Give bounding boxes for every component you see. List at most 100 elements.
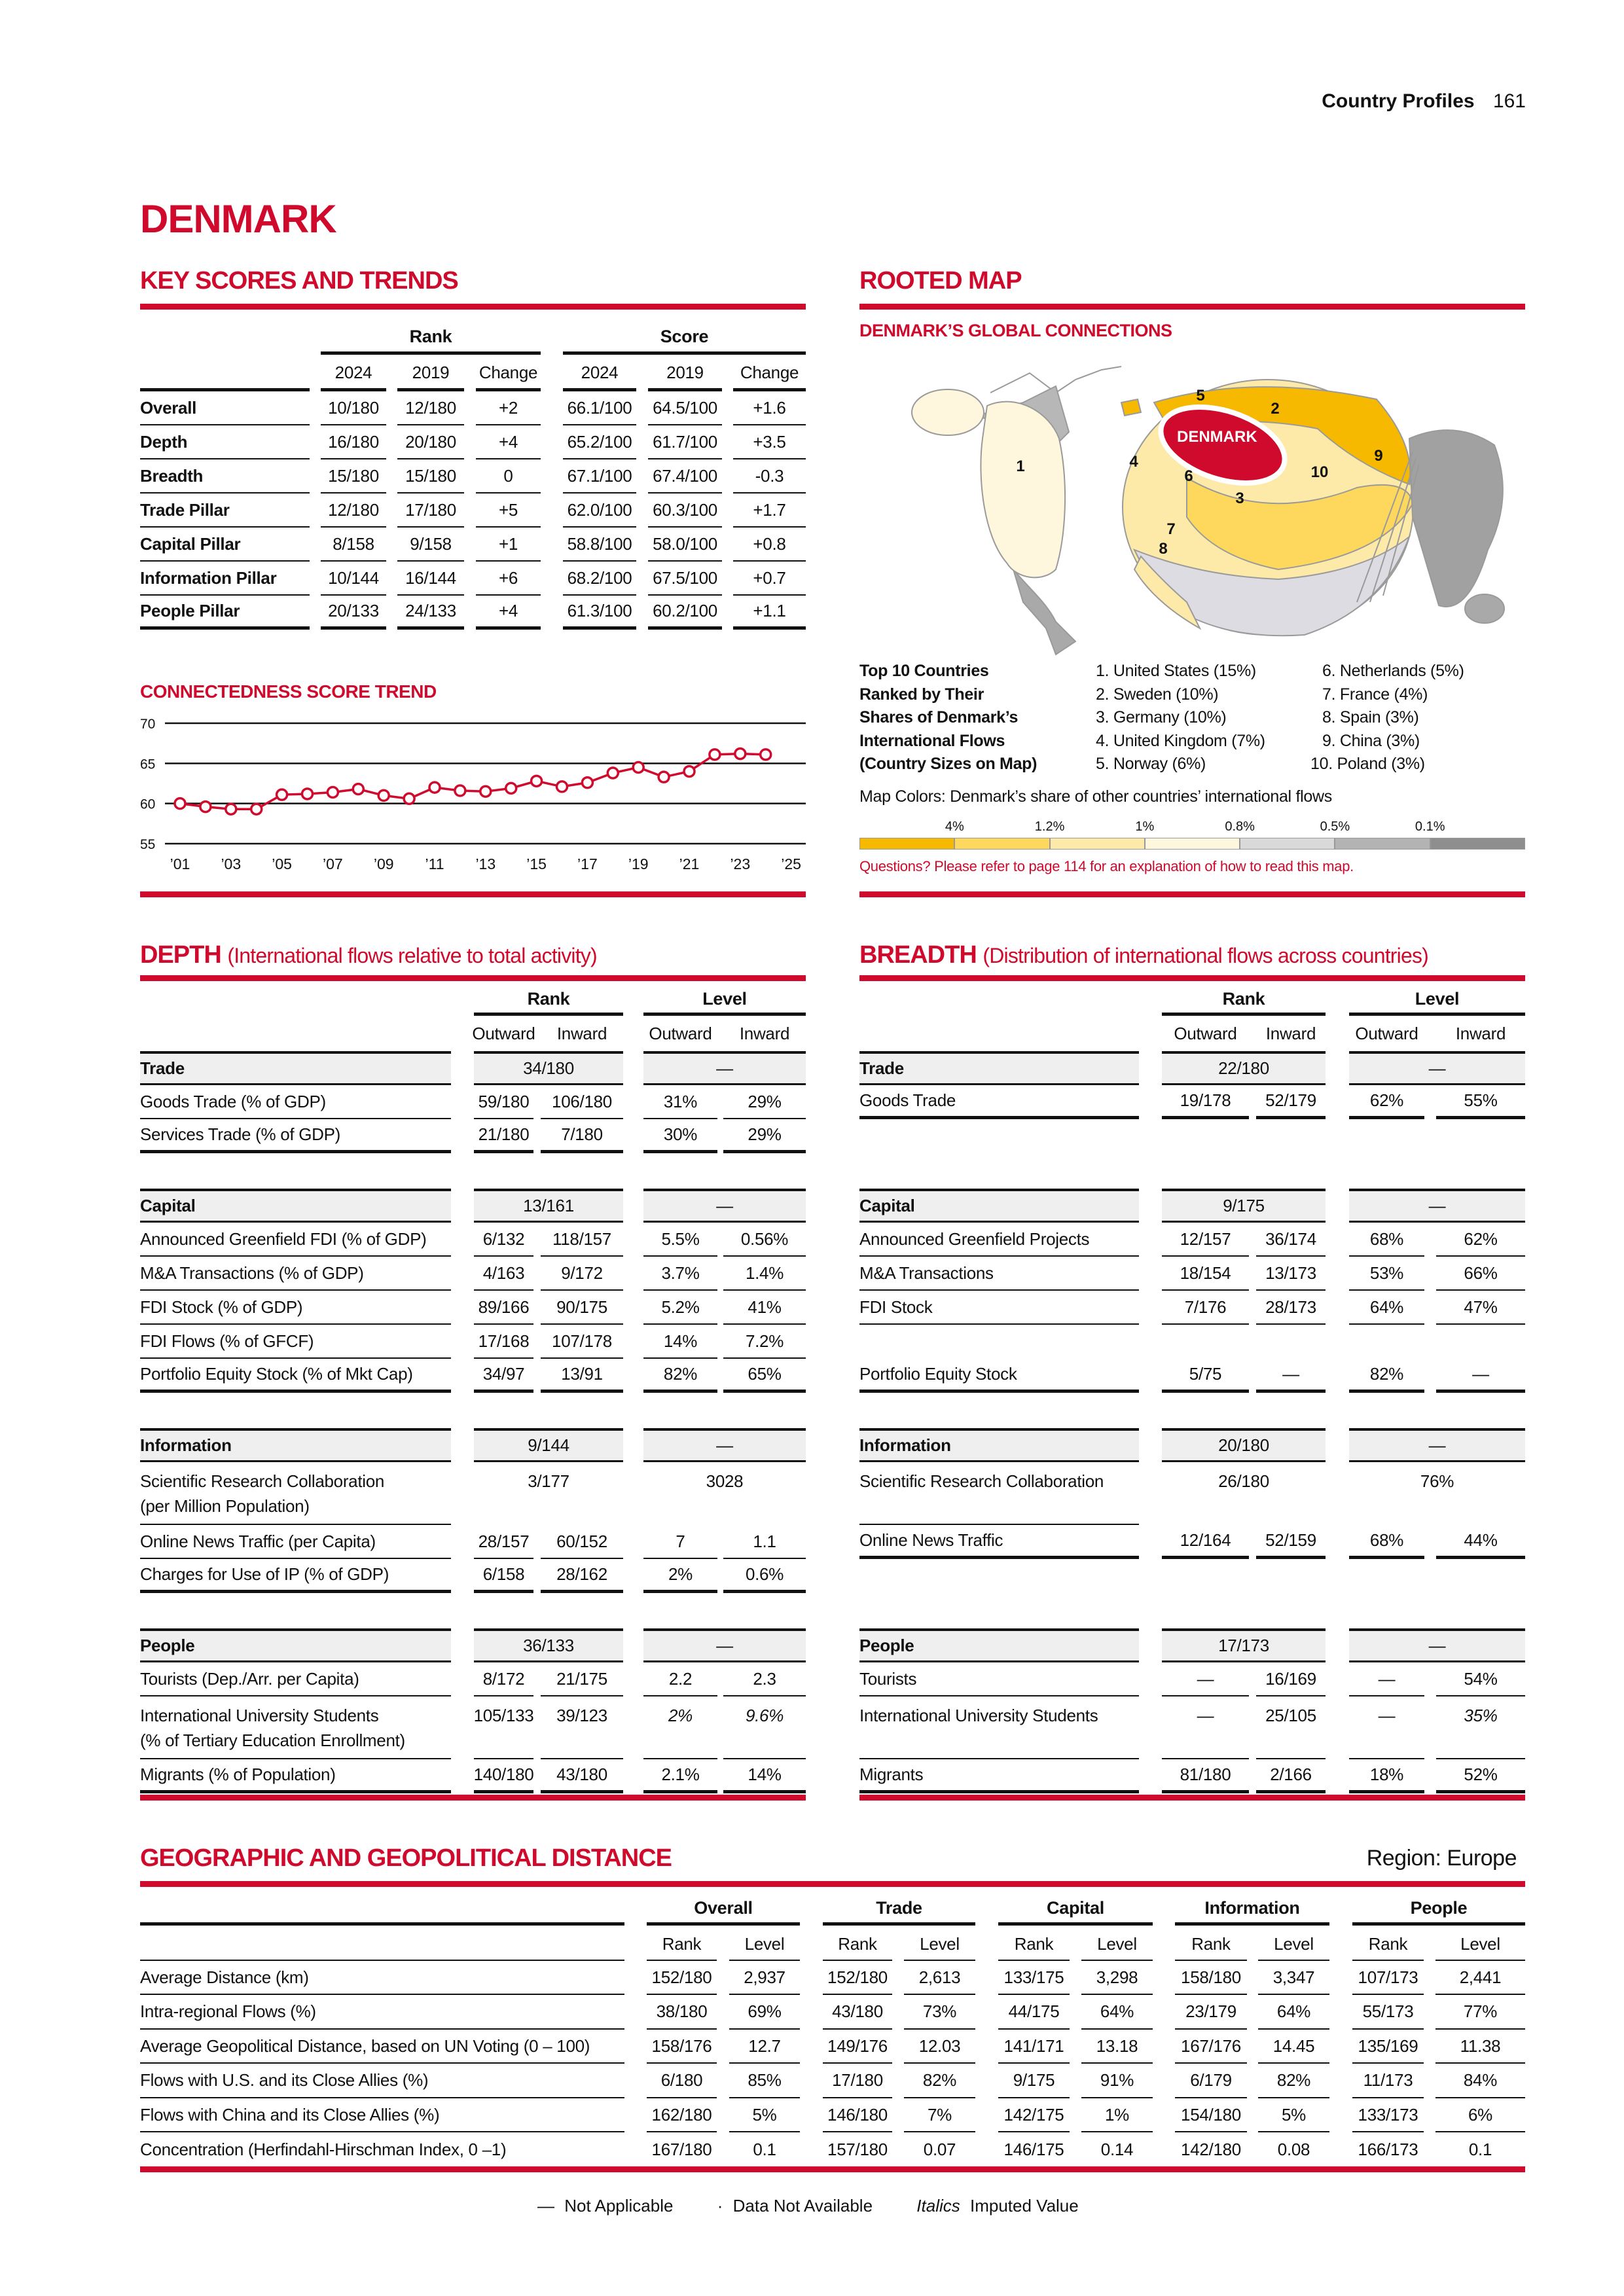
row-label: Portfolio Equity Stock — [859, 1359, 1139, 1393]
score-cell: +5 — [476, 493, 541, 528]
level-subheader: Level — [904, 1928, 975, 1961]
row-label: Scientific Research Collaboration — [859, 1462, 1139, 1525]
level-inward: — — [1436, 1359, 1525, 1393]
top10-heading-line: Ranked by Their — [859, 685, 984, 704]
level-outward: 5.2% — [643, 1291, 717, 1325]
page-number: 161 — [1492, 90, 1526, 112]
level-outward: 82% — [1349, 1359, 1424, 1393]
distance-level: 82% — [904, 2064, 975, 2098]
score-cell: +3.5 — [733, 425, 806, 459]
level-inward: 7.2% — [723, 1325, 806, 1359]
group-rank: 13/161 — [474, 1189, 623, 1223]
map-label-3: 3 — [1235, 490, 1244, 507]
level-inward: 1.4% — [723, 1257, 806, 1291]
score-cell: +1.1 — [733, 596, 806, 630]
group-label: Information — [140, 1428, 451, 1462]
score-cell: 0 — [476, 459, 541, 493]
level-inward: 62% — [1436, 1223, 1525, 1257]
row-label: M&A Transactions (% of GDP) — [140, 1257, 451, 1291]
rank-inward: 43/180 — [541, 1759, 623, 1793]
group-label: Capital — [140, 1189, 451, 1223]
distance-level: 64% — [1081, 1996, 1153, 2030]
x-tick-label: ’17 — [577, 855, 598, 872]
breadth-title: BREADTH (Distribution of international f… — [859, 941, 1429, 969]
level-inward: 0.6% — [723, 1559, 806, 1593]
map-label-4: 4 — [1129, 453, 1138, 471]
score-cell: +4 — [476, 596, 541, 630]
breadth-title-text: BREADTH — [859, 941, 977, 969]
sub-header: Outward — [1355, 1023, 1418, 1043]
distance-level: 0.1 — [753, 2140, 776, 2159]
trend-point — [225, 802, 238, 816]
score-cell: +1.6 — [733, 391, 806, 425]
distance-rank: 149/176 — [823, 2030, 892, 2064]
x-tick-label: ’03 — [221, 855, 241, 872]
distance-level: 0.14 — [1100, 2140, 1134, 2159]
rank-subheader: Rank — [647, 1928, 717, 1961]
distance-level: 0.1 — [1468, 2140, 1492, 2159]
distance-row-label: Average Distance (km) — [140, 1961, 624, 1995]
map-asia-links — [1356, 451, 1420, 603]
map-alaska — [911, 389, 984, 436]
score-cell: +0.7 — [733, 562, 806, 596]
rank-subheader: Rank — [1175, 1928, 1247, 1961]
label-subheader — [140, 1928, 624, 1961]
distance-level: 64% — [1258, 1996, 1329, 2030]
row-label: Online News Traffic (per Capita) — [140, 1525, 451, 1559]
level-outward: 2% — [643, 1559, 717, 1593]
rank-header: Rank — [321, 322, 541, 355]
top10-item: 9. China (3%) — [1322, 731, 1420, 750]
trend-point — [454, 784, 467, 797]
score-cell: +2 — [476, 391, 541, 425]
distance-level: 5% — [1258, 2098, 1329, 2132]
right-top-rule — [859, 891, 1525, 897]
score-cell: 67.1/100 — [563, 459, 636, 493]
row-label: Migrants — [859, 1759, 1139, 1793]
breadth-rule — [859, 975, 1525, 981]
x-tick-label: ’19 — [628, 855, 649, 872]
level-inward: 29% — [723, 1085, 806, 1119]
x-tick-label: ’01 — [170, 855, 190, 872]
rank-inward: 7/180 — [541, 1119, 623, 1153]
row-label-line: Scientific Research Collaboration — [859, 1471, 1104, 1491]
trend-chart: 55 60 65 70 ’01 ’03 ’05 ’07 ’09 ’11 ’13 ’15 ’17 ’19 ’2… — [140, 717, 806, 872]
x-tick-label: ’23 — [730, 855, 750, 872]
distance-group-header: Overall — [647, 1894, 800, 1926]
running-header: Country Profiles 161 — [1322, 90, 1526, 113]
distance-bottom-rule — [140, 2166, 1525, 2172]
column-header: 2019 — [648, 357, 722, 391]
row-label-line: (% of Tertiary Education Enrollment) — [140, 1731, 405, 1750]
score-row-label: Depth — [140, 425, 310, 459]
score-cell: +1.7 — [733, 493, 806, 528]
distance-level: 73% — [904, 1996, 975, 2030]
level-inward: 66% — [1436, 1257, 1525, 1291]
x-tick-label: ’07 — [323, 855, 343, 872]
group-level: — — [643, 1189, 806, 1223]
row-label: Migrants (% of Population) — [140, 1759, 451, 1793]
map-colors-caption: Map Colors: Denmark’s share of other cou… — [859, 787, 1332, 806]
row-label: International University Students (% of T… — [140, 1696, 451, 1759]
trend-point — [759, 748, 772, 761]
depth-rule — [140, 975, 806, 981]
trend-point — [606, 766, 620, 780]
score-cell: 15/180 — [397, 459, 464, 493]
rank-outward: 5/75 — [1162, 1359, 1249, 1393]
legend-swatch — [1430, 838, 1525, 850]
level-inward: 44% — [1436, 1525, 1525, 1559]
top10-item: 3. Germany (10%) — [1096, 708, 1227, 726]
rooted-map-title: ROOTED MAP — [859, 267, 1022, 295]
map-spain — [1133, 555, 1202, 630]
not-applicable-label: Not Applicable — [564, 2196, 674, 2215]
distance-level: 3,298 — [1081, 1961, 1153, 1995]
level-subheader: Level — [1435, 1928, 1525, 1961]
rank-inward: 13/173 — [1256, 1257, 1326, 1291]
score-row-label: Capital Pillar — [140, 528, 310, 562]
italics-symbol: Italics — [916, 2196, 960, 2215]
group-label: People — [140, 1628, 451, 1662]
distance-level: 91% — [1081, 2064, 1153, 2098]
group-rank: 34/180 — [474, 1051, 623, 1085]
rank-inward: 9/172 — [541, 1257, 623, 1291]
row-label-line: International University Students — [140, 1706, 379, 1725]
distance-rank: 38/180 — [647, 1996, 717, 2030]
row-label: FDI Stock — [859, 1291, 1139, 1325]
